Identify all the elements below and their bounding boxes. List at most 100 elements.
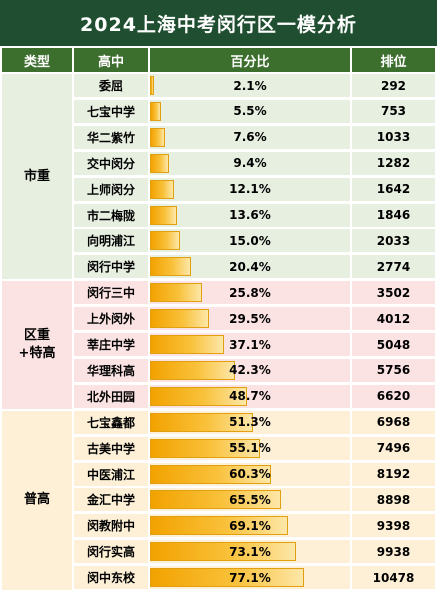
header-percent: 百分比: [150, 48, 350, 72]
percent-cell: 15.0%: [150, 229, 350, 253]
school-cell: 古美中学: [74, 436, 148, 460]
school-cell: 委屈: [74, 74, 148, 97]
percent-cell: 42.3%: [150, 358, 350, 382]
percent-bar: [150, 76, 155, 95]
group-label: 市重: [2, 74, 72, 280]
rank-cell: 292: [352, 74, 435, 97]
percent-bar: [150, 309, 209, 329]
percent-cell: 29.5%: [150, 307, 350, 331]
school-cell: 莘庄中学: [74, 333, 148, 356]
school-cell: 华二紫竹: [74, 125, 148, 149]
percent-bar: [150, 360, 235, 380]
percent-label: 15.0%: [229, 233, 271, 248]
percent-cell: 7.6%: [150, 125, 350, 149]
percent-cell: 55.1%: [150, 436, 350, 460]
rank-cell: 6620: [352, 384, 435, 408]
rank-cell: 753: [352, 99, 435, 123]
school-cell: 上师闵分: [74, 177, 148, 201]
percent-label: 9.4%: [233, 156, 267, 171]
rank-cell: 4012: [352, 307, 435, 331]
percent-label: 60.3%: [229, 467, 271, 481]
percent-label: 65.5%: [229, 492, 271, 507]
rank-cell: 2774: [352, 255, 435, 279]
school-cell: 交中闵分: [74, 151, 148, 175]
percent-bar: [150, 179, 175, 199]
header-type: 类型: [2, 48, 72, 72]
school-cell: 华理科高: [74, 358, 148, 382]
percent-cell: 20.4%: [150, 255, 350, 279]
percent-label: 37.1%: [229, 337, 271, 352]
percent-label: 73.1%: [229, 544, 271, 559]
percent-bar: [150, 101, 161, 121]
percent-label: 69.1%: [229, 518, 271, 533]
percent-cell: 65.5%: [150, 488, 350, 512]
percent-bar: [150, 153, 169, 173]
school-cell: 闵行实高: [74, 540, 148, 564]
percent-bar: [150, 542, 297, 562]
percent-cell: 69.1%: [150, 514, 350, 538]
percent-bar: [150, 205, 178, 225]
percent-cell: 73.1%: [150, 540, 350, 564]
rank-cell: 1282: [352, 151, 435, 175]
percent-cell: 5.5%: [150, 99, 350, 123]
group-label: 区重 +特高: [2, 281, 72, 409]
group-label-line: 普高: [23, 492, 50, 508]
percent-bar: [150, 231, 180, 251]
percent-label: 51.3%: [229, 415, 271, 430]
percent-cell: 48.7%: [150, 384, 350, 408]
group-label: 普高: [2, 410, 72, 590]
school-cell: 闵行中学: [74, 255, 148, 279]
percent-bar: [150, 438, 261, 458]
percent-bar: [150, 464, 271, 484]
percent-cell: 77.1%: [150, 566, 350, 590]
school-cell: 北外田园: [74, 384, 148, 408]
percent-label: 20.4%: [229, 259, 271, 274]
rank-cell: 8192: [352, 462, 435, 486]
percent-label: 13.6%: [229, 208, 271, 222]
school-cell: 闵行三中: [74, 281, 148, 305]
percent-label: 77.1%: [229, 570, 271, 585]
school-cell: 中医浦江: [74, 462, 148, 486]
percent-label: 7.6%: [233, 130, 267, 145]
percent-cell: 60.3%: [150, 462, 350, 486]
school-cell: 闵中东校: [74, 566, 148, 590]
percent-bar: [150, 490, 281, 510]
percent-bar: [150, 516, 289, 536]
percent-label: 25.8%: [229, 285, 271, 300]
school-cell: 七宝鑫都: [74, 410, 148, 434]
percent-cell: 37.1%: [150, 333, 350, 356]
school-cell: 闵教附中: [74, 514, 148, 538]
rank-cell: 5756: [352, 358, 435, 382]
school-cell: 市二梅陇: [74, 203, 148, 227]
rank-cell: 8898: [352, 488, 435, 512]
percent-bar: [150, 568, 305, 588]
percent-label: 55.1%: [229, 441, 271, 456]
percent-bar: [150, 257, 191, 277]
percent-cell: 12.1%: [150, 177, 350, 201]
school-cell: 七宝中学: [74, 99, 148, 123]
percent-label: 42.3%: [229, 363, 271, 378]
percent-cell: 2.1%: [150, 74, 350, 97]
group-label-line: +特高: [18, 345, 56, 361]
percent-label: 48.7%: [229, 389, 271, 404]
percent-label: 2.1%: [233, 78, 267, 93]
percent-cell: 25.8%: [150, 281, 350, 305]
percent-bar: [150, 127, 166, 147]
percent-label: 5.5%: [233, 104, 267, 119]
percent-bar: [150, 412, 253, 432]
percent-bar: [150, 386, 248, 406]
percent-label: 29.5%: [229, 311, 271, 326]
rank-cell: 1642: [352, 177, 435, 201]
group-label-line: 区重: [23, 327, 50, 343]
header-school: 高中: [74, 48, 148, 72]
rank-cell: 5048: [352, 333, 435, 356]
school-cell: 上外闵外: [74, 307, 148, 331]
school-cell: 向明浦江: [74, 229, 148, 253]
rank-cell: 2033: [352, 229, 435, 253]
rank-cell: 9938: [352, 540, 435, 564]
header-rank: 排位: [352, 48, 435, 72]
percent-bar: [150, 283, 202, 303]
percent-cell: 13.6%: [150, 203, 350, 227]
percent-bar: [150, 335, 225, 354]
